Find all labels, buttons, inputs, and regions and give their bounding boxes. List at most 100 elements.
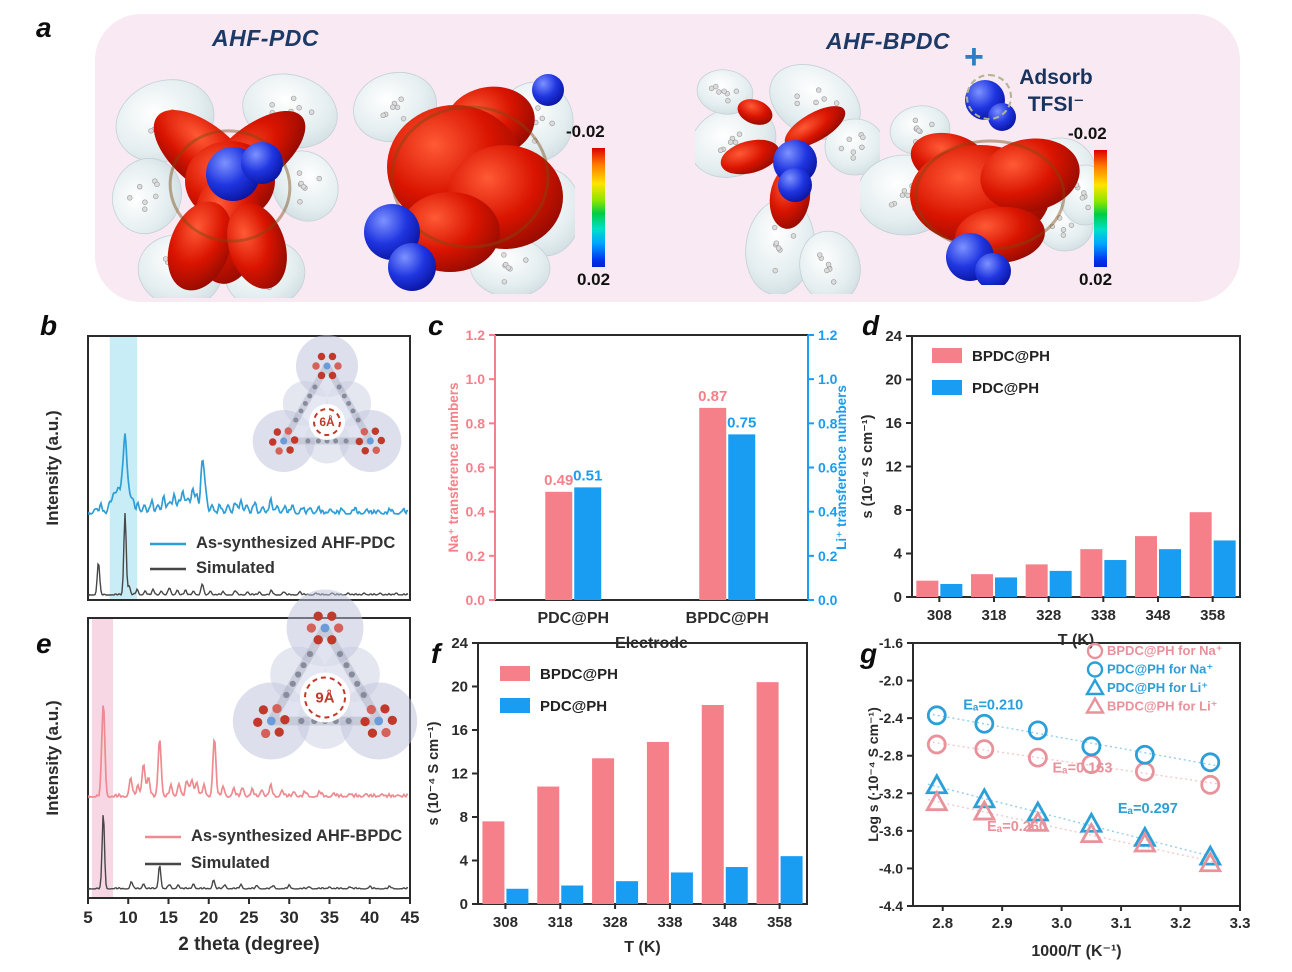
- data-point-triangle: [1025, 800, 1050, 822]
- bar: [482, 821, 505, 904]
- bar: [670, 872, 693, 904]
- y-tick-label: 8: [460, 809, 468, 826]
- y-axis-label-left: Na⁺ transference numbers: [446, 383, 461, 553]
- x-axis-label: T (K): [1058, 632, 1094, 649]
- activation-energy-label: Eₐ=0.210: [963, 698, 1023, 714]
- x-category-label: BPDC@PH: [686, 610, 769, 627]
- bar: [940, 583, 963, 597]
- panel-label-a: a: [36, 12, 52, 43]
- y-tick-label: -1.6: [879, 635, 903, 651]
- cation-plus-icon: +: [964, 38, 984, 76]
- y-tick-label: -4.4: [879, 898, 903, 914]
- data-point-triangle: [972, 786, 997, 809]
- data-point-triangle: [972, 799, 997, 821]
- y-tick-label: 12: [451, 766, 468, 783]
- y-tick-label: -2.0: [879, 673, 903, 689]
- data-point-triangle: [1132, 831, 1157, 853]
- y-tick-label: 24: [885, 328, 902, 345]
- y-tick-label: 1.2: [818, 327, 838, 343]
- x-tick-label: 10: [119, 908, 138, 927]
- panel-label-e: e: [36, 628, 52, 659]
- y-axis-label: s (10⁻⁴ S cm⁻¹): [860, 414, 876, 518]
- colorbar-max-label: -0.02: [566, 122, 605, 141]
- x-tick-label: 2.9: [992, 915, 1013, 932]
- activation-energy-label: Eₐ=0.163: [1052, 761, 1112, 777]
- esp-surface-ahf-bpdc-side: [860, 80, 1095, 285]
- bar-value-label: 0.87: [698, 388, 727, 405]
- fit-line: [927, 712, 1220, 767]
- x-tick-label: 5: [83, 908, 92, 927]
- bar: [1189, 512, 1212, 597]
- data-point-circle: [1081, 754, 1102, 775]
- y-tick-label: 8: [894, 502, 902, 519]
- legend-label: BPDC@PH for Li⁺: [1107, 699, 1218, 714]
- y-tick-label: 0.0: [466, 592, 486, 608]
- adsorption-site-circle-icon: [966, 74, 1012, 120]
- legend-marker: [1086, 661, 1104, 678]
- x-tick-label: 45: [401, 908, 420, 927]
- xrd-trace: [88, 433, 409, 516]
- x-tick-label: 25: [240, 908, 259, 927]
- y-tick-label: 0: [894, 589, 902, 606]
- bar: [1104, 560, 1127, 597]
- xrd-trace: [88, 815, 409, 890]
- x-tick-label: 338: [657, 914, 682, 931]
- data-point-circle: [1027, 720, 1048, 741]
- legend-label: PDC@PH: [972, 380, 1039, 397]
- data-point-circle: [974, 713, 995, 734]
- left-structure-title: AHF-PDC: [212, 25, 319, 51]
- y-axis-label-right: Li⁺ transference numbers: [834, 385, 849, 550]
- x-tick-label: 318: [981, 607, 1006, 624]
- bar: [574, 487, 602, 600]
- x-tick-label: 358: [767, 914, 792, 931]
- x-axis-label: 2 theta (degree): [178, 934, 319, 955]
- y-tick-label: 0.8: [466, 415, 486, 431]
- data-point-triangle: [1198, 844, 1223, 866]
- highlight-band: [92, 618, 113, 898]
- legend-swatch: [500, 698, 530, 713]
- activation-energy-label: Eₐ=0.260: [987, 819, 1047, 835]
- y-tick-label: -2.8: [879, 748, 903, 764]
- x-tick-label: 3.2: [1170, 915, 1191, 932]
- legend-marker: [1086, 642, 1104, 660]
- y-tick-label: 16: [451, 722, 468, 739]
- y-tick-label: 12: [885, 459, 902, 476]
- fit-line: [927, 740, 1220, 785]
- pore-size-label: 6Å: [319, 414, 335, 429]
- y-axis-label: Intensity (a.u.): [43, 410, 62, 525]
- legend-swatch: [932, 348, 962, 363]
- plot-frame: [87, 617, 411, 899]
- data-point-circle: [1027, 747, 1048, 768]
- bar: [592, 758, 615, 904]
- bar: [756, 682, 779, 904]
- data-point-triangle: [924, 772, 949, 795]
- panel-label-b: b: [40, 310, 58, 341]
- y-tick-label: -2.4: [879, 710, 903, 726]
- bar: [1049, 570, 1072, 597]
- x-tick-label: 308: [493, 914, 518, 931]
- colorbar-max-label: -0.02: [1068, 124, 1107, 143]
- y-tick-label: 20: [885, 372, 902, 389]
- x-tick-label: 348: [1145, 607, 1170, 624]
- bar: [1025, 564, 1048, 597]
- bar: [701, 704, 724, 904]
- bar: [1159, 549, 1181, 597]
- esp-surface-ahf-bpdc-front: [695, 64, 880, 294]
- x-tick-label: 338: [1091, 607, 1116, 624]
- bar: [616, 881, 639, 904]
- x-tick-label: 308: [927, 607, 952, 624]
- x-tick-label: 328: [603, 914, 628, 931]
- x-tick-label: 3.3: [1230, 915, 1251, 932]
- x-category-label: PDC@PH: [537, 610, 609, 627]
- data-point-circle: [1134, 744, 1155, 765]
- x-axis-label: Electrode: [615, 635, 688, 652]
- bar: [545, 491, 573, 600]
- data-point-triangle: [924, 789, 949, 812]
- plot-frame: [911, 335, 1241, 598]
- data-point-circle: [1200, 752, 1221, 773]
- colorbar: [592, 148, 605, 267]
- y-tick-label: 0.8: [818, 415, 838, 431]
- y-tick-label: 1.2: [466, 327, 486, 343]
- bar: [971, 574, 993, 597]
